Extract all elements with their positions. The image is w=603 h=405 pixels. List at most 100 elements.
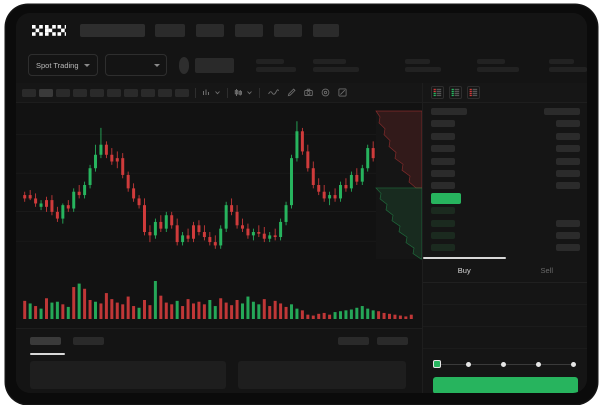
orderbook-row[interactable] <box>431 169 580 178</box>
trade-field-row-3[interactable] <box>423 327 587 349</box>
orderbook-row[interactable] <box>431 231 580 240</box>
timeframe-button-4[interactable] <box>73 88 87 97</box>
nav-item-1[interactable] <box>155 23 185 37</box>
orderbook-spread-row[interactable] <box>431 192 580 204</box>
orderbook-price-bar <box>431 169 455 177</box>
orderbook-size-value <box>556 231 580 239</box>
timeframe-button-9[interactable] <box>158 88 172 97</box>
nav-search-field[interactable] <box>80 23 145 37</box>
orderbook-row[interactable] <box>431 119 580 128</box>
amount-percent-slider[interactable] <box>433 359 578 369</box>
bottom-action-2[interactable] <box>377 337 408 345</box>
bottom-panel-right <box>238 361 406 389</box>
orderbook-size-value <box>556 219 580 227</box>
timeframe-button-1[interactable] <box>22 88 36 97</box>
orderbook-price-bar <box>431 244 455 252</box>
orderbook-trade-section: Buy Sell <box>422 83 587 393</box>
submit-buy-button[interactable] <box>433 377 578 393</box>
orderbook-mode-bids[interactable] <box>449 86 462 99</box>
trade-form <box>423 283 587 349</box>
slider-stop-100[interactable] <box>571 361 576 367</box>
timeframe-button-2[interactable] <box>39 88 53 97</box>
timeframe-button-7[interactable] <box>124 88 138 97</box>
market-stat-2 <box>313 58 359 72</box>
slider-stop-25[interactable] <box>466 361 471 367</box>
orderbook-rows[interactable] <box>423 103 587 253</box>
trading-pair-select[interactable] <box>104 54 167 76</box>
bottom-tab-order-history[interactable] <box>73 337 104 345</box>
market-stat-1 <box>256 58 296 72</box>
orderbook-price-bar <box>431 219 455 227</box>
orderbook-row[interactable] <box>431 157 580 166</box>
trade-side-tabs: Buy Sell <box>423 257 588 283</box>
settings-icon[interactable] <box>321 88 330 97</box>
nav-item-4[interactable] <box>274 23 302 37</box>
market-stat-5 <box>549 58 587 72</box>
line-chart-icon[interactable] <box>268 88 279 97</box>
timeframe-button-8[interactable] <box>141 88 155 97</box>
indicator-icon[interactable] <box>202 88 211 97</box>
slider-stop-50[interactable] <box>501 361 506 367</box>
nav-item-5[interactable] <box>313 23 339 37</box>
orderbook-mode-asks[interactable] <box>467 86 480 99</box>
bottom-action-1[interactable] <box>338 337 369 345</box>
trade-field-row-2[interactable] <box>423 305 587 327</box>
orderbook-price-bar <box>431 145 455 153</box>
orders-section <box>16 328 422 393</box>
trading-mode-dropdown[interactable]: Spot Trading <box>28 54 98 76</box>
pencil-icon[interactable] <box>287 88 296 97</box>
device-screen: Spot Trading <box>16 13 587 393</box>
orderbook-price-bar <box>431 108 467 115</box>
camera-icon[interactable] <box>304 88 313 97</box>
orderbook-size-value <box>556 157 580 165</box>
tab-sell[interactable]: Sell <box>506 259 588 282</box>
price-chart[interactable] <box>16 103 422 328</box>
orderbook-size-value <box>556 244 580 252</box>
orderbook-row[interactable] <box>431 219 580 228</box>
top-navigation-bar <box>16 13 587 47</box>
market-stat-3 <box>405 58 441 72</box>
pair-coin-avatar <box>178 56 190 74</box>
orderbook-row[interactable] <box>431 243 580 252</box>
orderbook-row[interactable] <box>431 181 580 190</box>
chevron-down-icon[interactable] <box>246 89 253 96</box>
orderbook-row[interactable] <box>431 144 580 153</box>
trade-field-row-1[interactable] <box>423 283 587 305</box>
main-content: Buy Sell <box>16 83 587 393</box>
nav-item-2[interactable] <box>196 23 224 37</box>
orderbook-price-bar <box>431 157 455 165</box>
orderbook-mode-both[interactable] <box>431 86 444 99</box>
fullscreen-icon[interactable] <box>338 88 347 97</box>
slider-stop-75[interactable] <box>536 361 541 367</box>
bottom-panel-left <box>30 361 226 389</box>
orderbook-size-value <box>556 182 580 190</box>
orderbook-header <box>423 83 587 103</box>
orderbook-price-bar <box>431 192 461 204</box>
timeframe-button-6[interactable] <box>107 88 121 97</box>
timeframe-button-3[interactable] <box>56 88 70 97</box>
timeframe-button-5[interactable] <box>90 88 104 97</box>
orders-tab-row <box>16 329 422 345</box>
sub-header-bar: Spot Trading <box>16 47 587 83</box>
chevron-down-icon[interactable] <box>214 89 221 96</box>
okx-logo[interactable] <box>32 24 66 36</box>
candle-type-icon[interactable] <box>234 88 243 97</box>
orderbook-price-bar <box>431 182 455 190</box>
orderbook-size-value <box>556 169 580 177</box>
timeframe-button-10[interactable] <box>175 88 189 97</box>
toolbar-divider <box>195 87 196 98</box>
slider-handle[interactable] <box>433 360 441 368</box>
orderbook-row[interactable] <box>431 206 580 215</box>
tab-buy[interactable]: Buy <box>423 257 506 282</box>
orderbook-row[interactable] <box>431 107 580 116</box>
okx-logo-icon <box>32 24 66 36</box>
orderbook-size-value <box>544 108 580 115</box>
chart-section <box>16 83 422 393</box>
bottom-tab-open-orders[interactable] <box>30 337 61 345</box>
orderbook-price-bar <box>431 132 455 140</box>
nav-item-3[interactable] <box>235 23 263 37</box>
orderbook-size-value <box>556 120 580 128</box>
toolbar-divider <box>259 87 260 98</box>
orderbook-row[interactable] <box>431 132 580 141</box>
